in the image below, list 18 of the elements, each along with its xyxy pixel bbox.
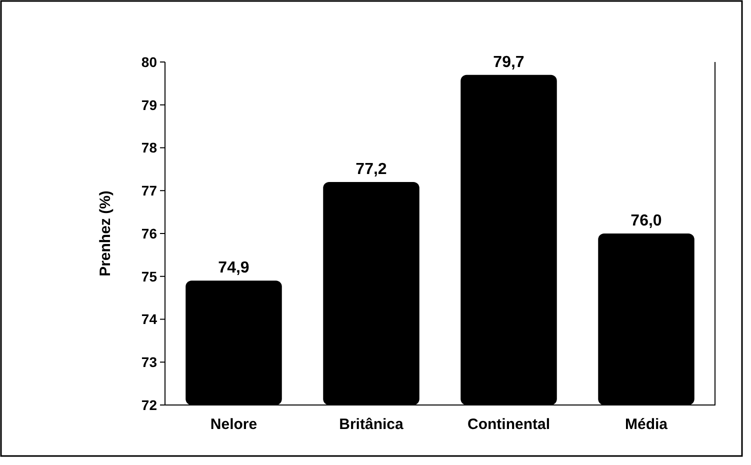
y-tick-label: 80 (141, 54, 158, 70)
y-tick-label: 73 (141, 354, 158, 370)
data-label: 74,9 (218, 260, 250, 277)
y-tick-label: 77 (141, 182, 158, 199)
data-label: 76,0 (630, 212, 662, 230)
x-tick-label: Continental (468, 416, 550, 433)
x-tick-label: Média (624, 416, 668, 433)
y-axis-title: Prenhez (%) (97, 190, 114, 276)
y-tick-label: 78 (141, 140, 158, 156)
data-label: 79,7 (493, 54, 524, 71)
y-tick-label: 74 (141, 311, 158, 328)
y-tick-label: 72 (141, 396, 158, 413)
x-tick-label: Nelore (210, 416, 258, 433)
y-tick-label: 76 (141, 225, 158, 242)
data-label: 77,2 (356, 161, 387, 178)
x-tick-label: Britânica (339, 416, 404, 433)
y-tick-label: 75 (141, 268, 158, 284)
y-tick-label: 79 (141, 96, 158, 113)
